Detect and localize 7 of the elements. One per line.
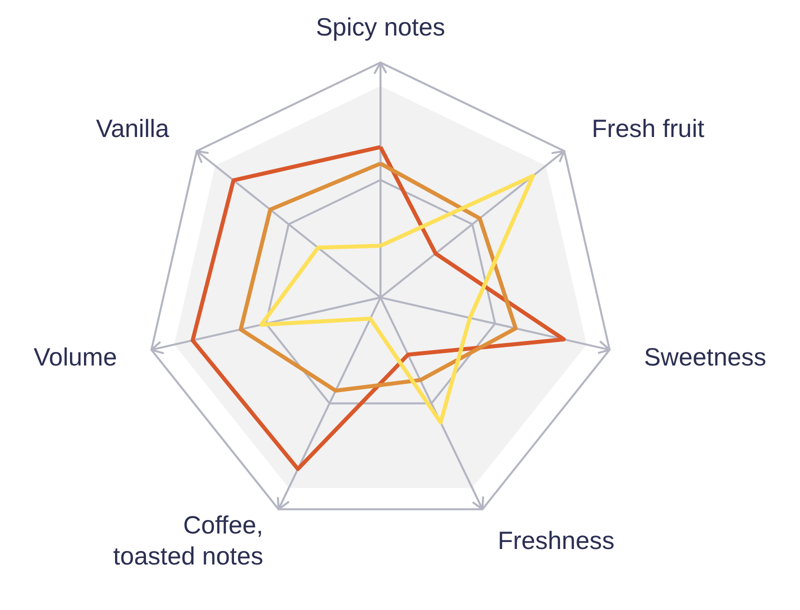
spoke-label: Fresh fruit <box>592 115 704 143</box>
spoke-label: Spicy notes <box>316 13 446 42</box>
spoke-label: Coffee, toasted notes <box>113 512 264 570</box>
spoke-label: Sweetness <box>644 344 766 372</box>
spoke-label: Vanilla <box>96 115 170 143</box>
spoke-label: Freshness <box>498 526 614 555</box>
spoke-label: Volume <box>34 344 118 372</box>
